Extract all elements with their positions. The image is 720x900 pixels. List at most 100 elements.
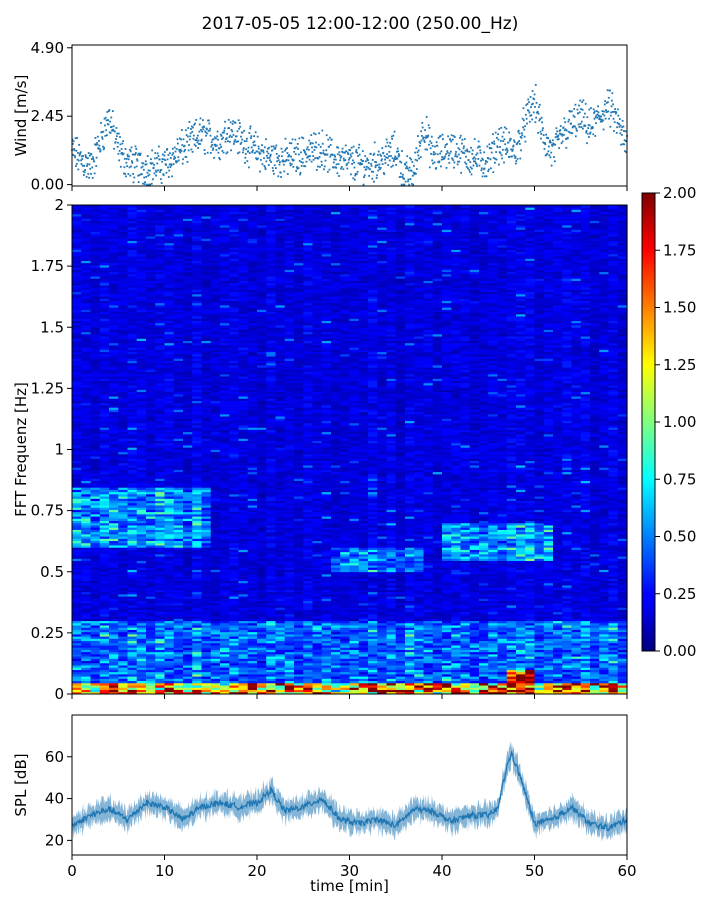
wind-point <box>535 116 538 119</box>
spectrogram-cell <box>210 282 221 286</box>
wind-point <box>366 157 369 160</box>
wind-point <box>528 111 531 114</box>
spectrogram-cell <box>99 391 110 395</box>
spectrogram-cell <box>220 600 230 604</box>
spectrogram-cell <box>183 349 193 353</box>
wind-point <box>412 183 415 186</box>
spectrogram-cell <box>146 647 156 650</box>
wind-point <box>431 159 434 162</box>
spectrogram-cell <box>127 502 138 506</box>
spectrogram-cell <box>99 687 110 690</box>
wind-point <box>128 155 131 158</box>
spectrogram-cell <box>99 218 110 221</box>
spectrogram-cell <box>127 491 138 495</box>
spectrogram-cell <box>118 440 129 444</box>
spectrogram-cell <box>210 422 221 426</box>
spectrogram-cell <box>136 525 147 528</box>
spectrogram-cell <box>136 213 147 217</box>
spectrogram-cell <box>136 327 147 330</box>
spectrogram-cell <box>164 380 175 384</box>
wind-point <box>521 134 524 137</box>
spectrogram-cell <box>109 691 119 695</box>
wind-point <box>580 126 583 128</box>
spectrogram-cell <box>164 611 175 615</box>
wind-point <box>403 177 405 180</box>
wind-point <box>204 131 207 134</box>
wind-point <box>563 129 566 132</box>
spectrogram-cell <box>127 676 138 679</box>
spectrogram-cell <box>99 302 110 306</box>
wind-point <box>457 153 460 156</box>
spectrogram-cell <box>136 220 147 224</box>
spectrogram-cell <box>72 298 82 301</box>
spectrogram-cell <box>72 447 82 450</box>
spectrogram-cell <box>146 218 156 221</box>
spectrogram-cell <box>118 536 129 539</box>
wind-point <box>218 156 221 159</box>
spectrogram-cell <box>127 689 138 693</box>
wind-point <box>378 163 381 166</box>
spectrogram-cell <box>81 536 92 539</box>
spectrogram-cell <box>136 527 147 530</box>
spectrogram-cell <box>109 522 119 526</box>
wind-point <box>300 164 303 167</box>
spectrogram-cell <box>109 311 119 315</box>
spectrogram-cell <box>210 511 221 515</box>
spectrogram-cell <box>183 276 193 279</box>
spectrogram-cell <box>136 467 147 470</box>
spectrogram-cell <box>146 511 156 515</box>
spectrogram-cell <box>81 425 92 428</box>
wind-point <box>104 124 106 127</box>
wind-point <box>256 135 259 138</box>
spectrogram-cell <box>99 407 110 410</box>
spectrogram-cell <box>201 682 212 686</box>
wind-point <box>529 114 532 117</box>
spectrogram-cell <box>210 520 221 524</box>
spectrogram-cell <box>146 227 156 230</box>
spectrogram-cell <box>90 425 101 428</box>
spectrogram-cell <box>81 402 92 406</box>
wind-point <box>204 130 207 133</box>
spectrogram-cell <box>183 674 193 677</box>
spectrogram-cell <box>183 291 193 295</box>
spectrogram-cell <box>118 425 129 428</box>
wind-point <box>396 150 398 153</box>
spectrogram-cell <box>155 302 166 306</box>
wind-point <box>208 129 211 132</box>
wind-point <box>119 165 122 168</box>
wind-point <box>315 141 317 144</box>
spectrogram-cell <box>173 616 184 619</box>
spectrogram-cell <box>173 349 184 353</box>
spectrogram-cell <box>81 345 92 348</box>
spectrogram-cell <box>173 631 184 635</box>
spectrogram-cell <box>81 369 92 373</box>
wind-point <box>429 140 432 143</box>
spectrogram-cell <box>99 256 110 259</box>
spectrogram-cell <box>81 333 92 337</box>
spectrogram-cell <box>72 525 82 528</box>
spectrogram-cell <box>155 447 166 450</box>
wind-point <box>598 118 601 120</box>
spectrogram-cell <box>201 429 212 433</box>
spectrogram-cell <box>127 338 138 341</box>
wind-point <box>219 143 222 146</box>
wind-point <box>370 164 373 167</box>
wind-point <box>498 128 501 130</box>
spectrogram-cell <box>81 218 92 221</box>
wind-point <box>81 158 84 160</box>
spectrogram-cell <box>72 611 82 615</box>
spectrogram-cell <box>72 647 82 650</box>
wind-point <box>420 139 423 142</box>
spectrogram-cell <box>155 236 166 239</box>
spectrogram-cell <box>90 431 101 435</box>
spectrogram-cell <box>192 496 203 499</box>
spectrogram-cell <box>164 305 175 308</box>
spectrogram-cell <box>99 505 110 508</box>
spectrogram-cell <box>72 331 82 335</box>
wind-point <box>432 162 434 165</box>
spectrogram-cell <box>109 307 119 310</box>
wind-point <box>573 116 576 118</box>
wind-point <box>451 157 454 160</box>
wind-point <box>513 139 515 142</box>
wind-point <box>445 143 448 145</box>
